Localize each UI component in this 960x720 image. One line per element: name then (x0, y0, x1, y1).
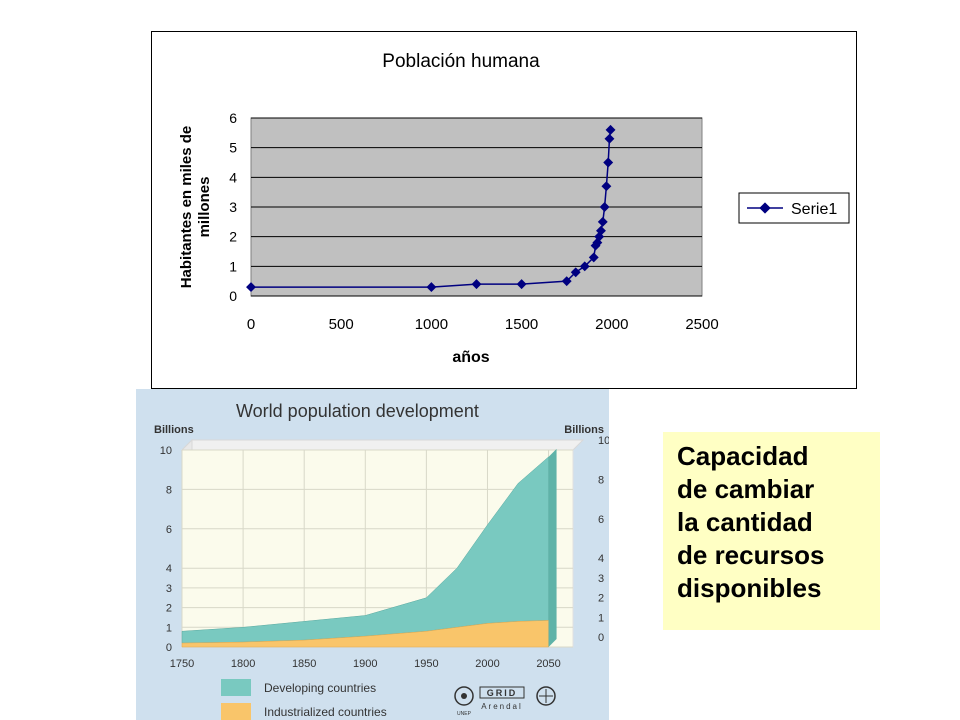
textbox-line-5: disponibles (677, 573, 822, 603)
chart1-data-point (579, 261, 590, 272)
chart1-data-point (603, 157, 614, 168)
chart2-y-tick-labels-right: 0 1 2 3 4 6 8 10 (598, 435, 609, 644)
chart1-y-tick-label: 6 (229, 110, 237, 126)
chart2-x-tick-label: 1950 (414, 658, 438, 670)
chart1-legend: Serie1 (738, 192, 850, 224)
chart1-data-point (597, 216, 608, 227)
chart2-y-tick-label-left: 1 (166, 622, 172, 634)
chart2-legend-swatch-industrialized (221, 703, 251, 720)
unep-logo: UNEP (454, 686, 474, 717)
textbox-line-4: de recursos (677, 540, 825, 570)
chart-poblacion-humana: Población humana 0 1 2 3 4 5 6 0 500 1000 1500 200… (151, 31, 857, 389)
chart1-data-point (561, 276, 572, 287)
chart1-data-point (599, 202, 610, 212)
chart2-y-tick-label-left: 4 (166, 563, 172, 575)
chart2-y-tick-label-right: 2 (598, 593, 604, 605)
chart1-x-tick-label: 0 (247, 316, 255, 333)
chart2-y-tick-label-right: 8 (598, 474, 604, 486)
chart2-y-tick-label-right: 1 (598, 612, 604, 624)
chart2-legend-label-developing: Developing countries (264, 681, 376, 695)
chart2-left-axis-unit: Billions (154, 424, 194, 436)
chart2-y-tick-label-left: 3 (166, 583, 172, 595)
chart2-logos: UNEP GRID Arendal (454, 686, 556, 717)
chart1-x-tick-label: 1500 (505, 316, 538, 333)
chart-world-population: World population development Billions Bi… (136, 389, 609, 720)
chart2-y-tick-label-right: 4 (598, 553, 604, 565)
chart2-x-tick-label: 1750 (170, 658, 194, 670)
chart1-y-axis-label-line2: millones (196, 177, 213, 238)
chart1-x-tick-label: 2500 (685, 316, 718, 333)
chart2-y-tick-label-right: 6 (598, 514, 604, 526)
chart1-x-tick-label: 1000 (415, 316, 448, 333)
chart2-x-tick-label: 1800 (231, 658, 255, 670)
chart2-x-tick-label: 2000 (475, 658, 499, 670)
chart2-x-tick-labels: 1750 1800 1850 1900 1950 2000 2050 (170, 658, 561, 670)
chart2-y-tick-label-left: 10 (160, 445, 172, 457)
chart2-legend-label-industrialized: Industrialized countries (264, 705, 387, 719)
chart2-x-tick-label: 1850 (292, 658, 316, 670)
chart1-y-tick-label: 5 (229, 140, 237, 156)
textbox-line-1: Capacidad (677, 441, 809, 471)
chart2-x-tick-label: 2050 (536, 658, 560, 670)
chart2-y-tick-label-left: 6 (166, 524, 172, 536)
chart2-area-side-3d (548, 448, 557, 647)
svg-text:Arendal: Arendal (481, 702, 523, 711)
un-emblem-logo (536, 686, 556, 706)
chart2-y-tick-label-left: 2 (166, 603, 172, 615)
chart1-legend-marker (759, 202, 771, 214)
textbox-line-3: la cantidad (677, 507, 813, 537)
grid-arendal-logo: GRID Arendal (479, 686, 525, 711)
capacidad-text-box: Capacidad de cambiar la cantidad de recu… (663, 432, 880, 630)
chart1-y-tick-label: 2 (229, 229, 237, 245)
svg-text:GRID: GRID (487, 688, 518, 698)
chart1-y-tick-label: 0 (229, 288, 237, 304)
chart1-y-tick-labels: 0 1 2 3 4 5 6 (229, 110, 237, 304)
chart1-x-tick-label: 2000 (595, 316, 628, 333)
chart2-y-tick-label-right: 0 (598, 632, 604, 644)
chart1-data-point (596, 225, 606, 236)
chart1-data-point (588, 252, 599, 263)
unep-logo-text: UNEP (457, 711, 472, 717)
chart2-legend-swatch-developing (221, 679, 251, 696)
chart1-data-point (601, 181, 612, 192)
chart2-y-tick-label-left: 8 (166, 484, 172, 496)
chart1-x-tick-labels: 0 500 1000 1500 2000 2500 (247, 316, 719, 333)
chart2-x-tick-label: 1900 (353, 658, 377, 670)
chart2-y-tick-label-left: 0 (166, 642, 172, 654)
chart1-x-axis-label: años (452, 349, 489, 366)
chart2-right-axis-unit: Billions (564, 424, 604, 436)
chart2-legend: Developing countries Industrialized coun… (221, 679, 387, 720)
chart2-y-tick-label-right: 3 (598, 573, 604, 585)
chart1-y-axis-label: Habitantes en miles de millones (178, 126, 213, 289)
chart1-y-tick-label: 3 (229, 199, 237, 215)
chart1-y-tick-label: 1 (229, 258, 237, 274)
chart1-y-tick-label: 4 (229, 169, 237, 185)
chart1-x-tick-label: 500 (329, 316, 354, 333)
chart1-legend-label: Serie1 (791, 201, 837, 218)
chart1-gridlines (251, 117, 702, 297)
chart2-plot-top-3d (180, 439, 585, 451)
chart1-title: Población humana (382, 51, 540, 72)
chart2-y-tick-labels-left: 0 1 2 3 4 6 8 10 (160, 445, 172, 654)
textbox-line-2: de cambiar (677, 474, 815, 504)
chart1-y-axis-label-line1: Habitantes en miles de (178, 126, 195, 289)
chart2-title: World population development (236, 401, 479, 421)
chart1-data-point (246, 282, 256, 293)
chart2-y-tick-label-right: 10 (598, 435, 609, 447)
